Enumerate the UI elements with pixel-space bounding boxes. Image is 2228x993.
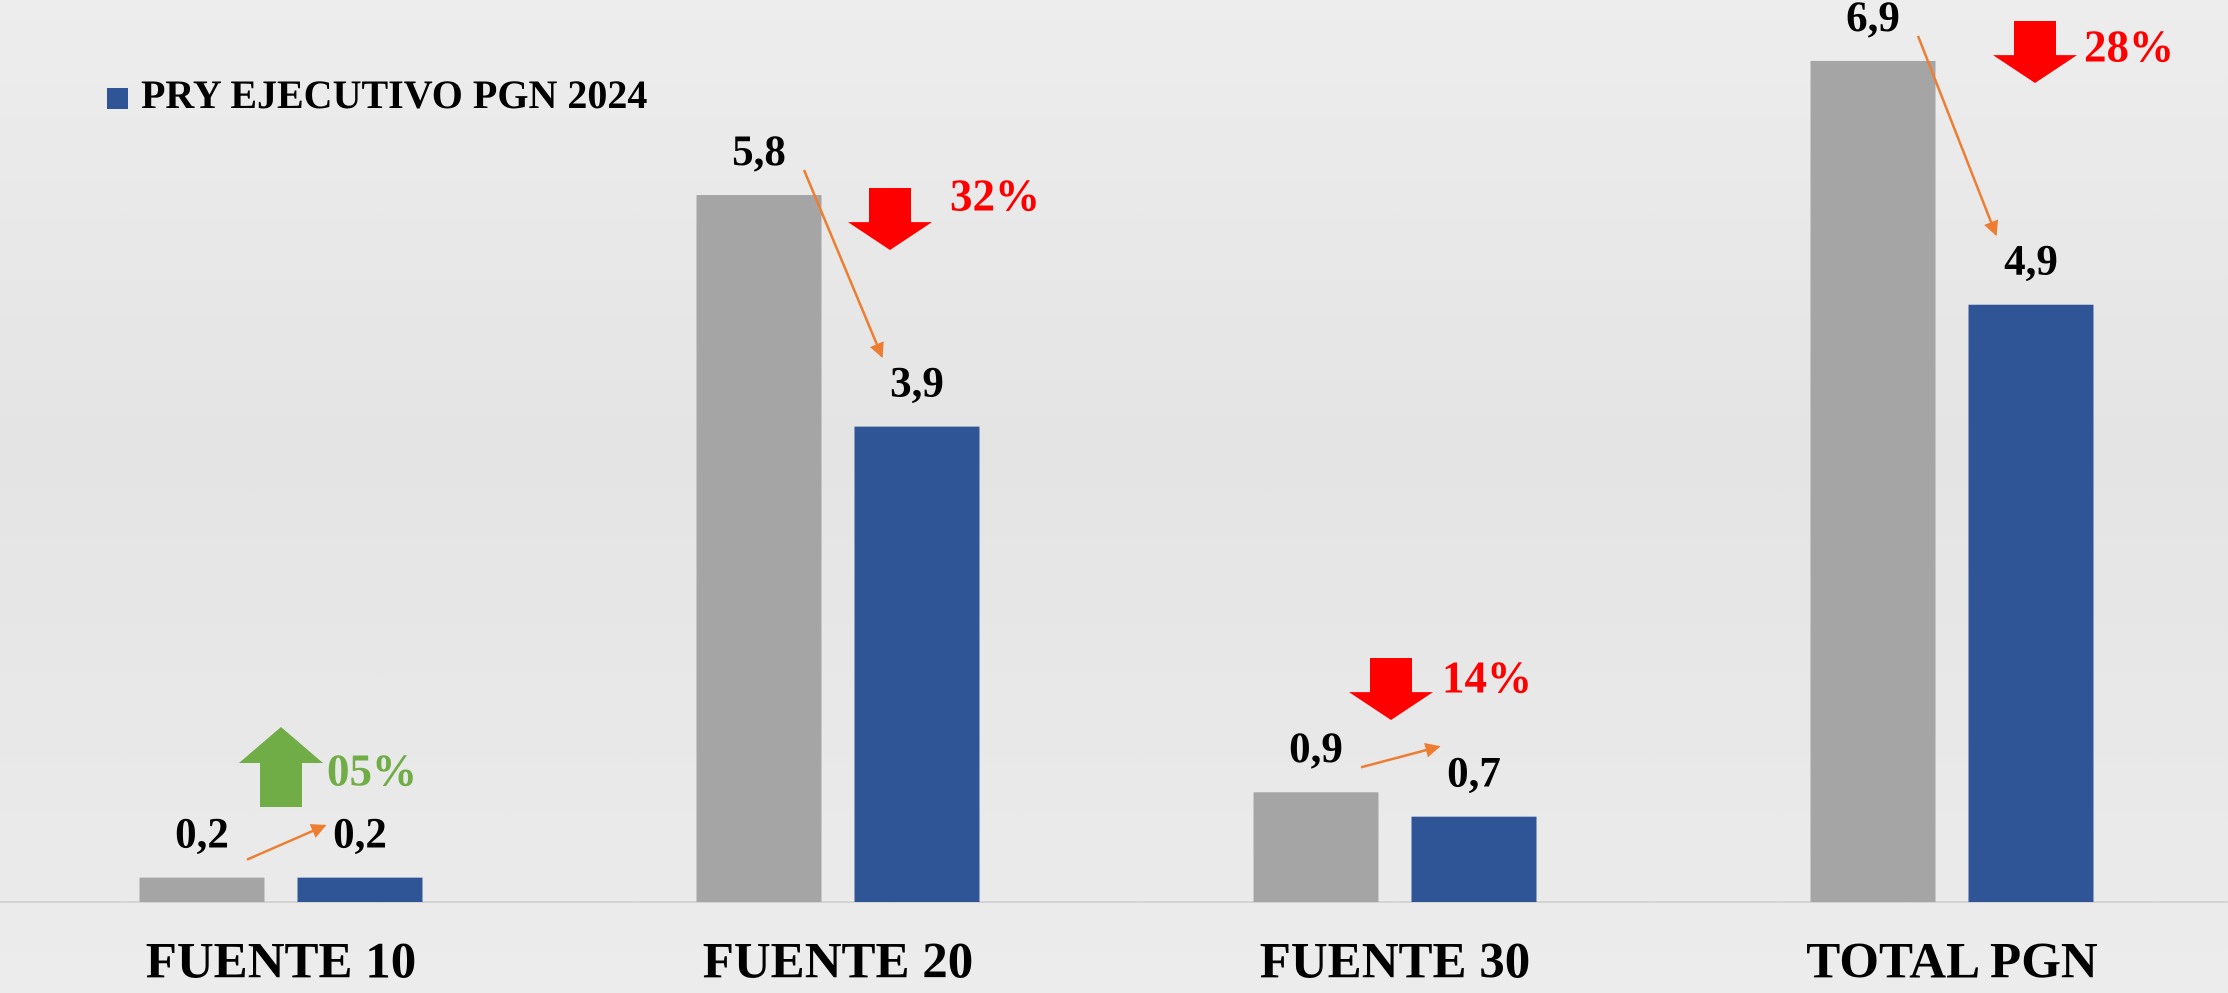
legend-label: PRY EJECUTIVO PGN 2024 (141, 72, 647, 117)
value-label: 4,9 (2004, 238, 2058, 285)
change-arrow (1360, 742, 1441, 769)
change-percent: 28% (2084, 21, 2174, 71)
change-arrow (802, 169, 884, 359)
value-label: 0,7 (1447, 750, 1501, 797)
value-label: 0,2 (333, 810, 387, 857)
x-tick-label: TOTAL PGN (1806, 934, 2098, 990)
x-tick-label: FUENTE 30 (1260, 934, 1531, 990)
bar (854, 426, 980, 902)
x-tick-label: FUENTE 20 (703, 934, 974, 990)
change-percent: 32% (950, 170, 1040, 220)
change-indicator (848, 188, 932, 250)
bar (1411, 816, 1537, 902)
change-percent: 05% (327, 745, 417, 795)
bar (696, 195, 822, 902)
change-percent: 14% (1442, 652, 1532, 702)
change-arrow (246, 824, 327, 861)
change-indicator (1349, 658, 1433, 720)
change-indicator (1993, 21, 2077, 83)
value-label: 3,9 (890, 359, 944, 406)
bar (1810, 60, 1936, 903)
value-label: 6,9 (1846, 0, 1900, 41)
legend-swatch (107, 88, 128, 109)
x-tick-label: FUENTE 10 (146, 934, 417, 990)
bar (1253, 792, 1379, 902)
change-arrow (1916, 35, 1999, 237)
bar (297, 877, 423, 902)
value-label: 0,2 (175, 810, 229, 857)
value-label: 0,9 (1289, 725, 1343, 772)
value-label: 5,8 (732, 128, 786, 175)
change-indicator (239, 727, 323, 807)
bar (1968, 304, 2094, 902)
bar (139, 877, 265, 902)
